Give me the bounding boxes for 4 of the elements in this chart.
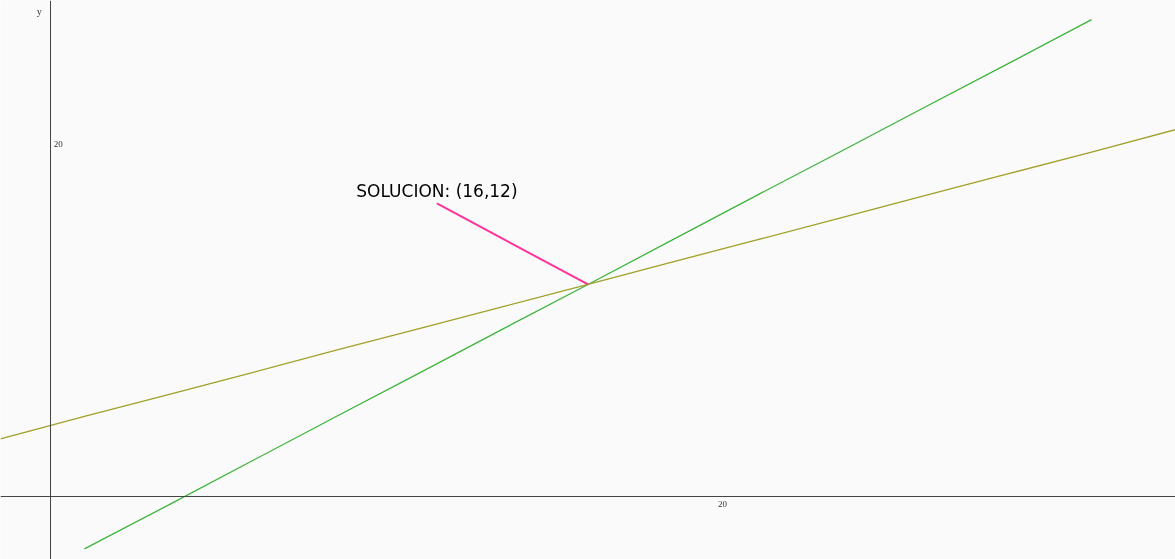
y-axis-title: y bbox=[36, 5, 42, 17]
annotation: SOLUCION: (16,12) bbox=[356, 181, 518, 202]
annotation: 20 bbox=[718, 499, 728, 510]
annotation: 20 bbox=[53, 138, 64, 149]
